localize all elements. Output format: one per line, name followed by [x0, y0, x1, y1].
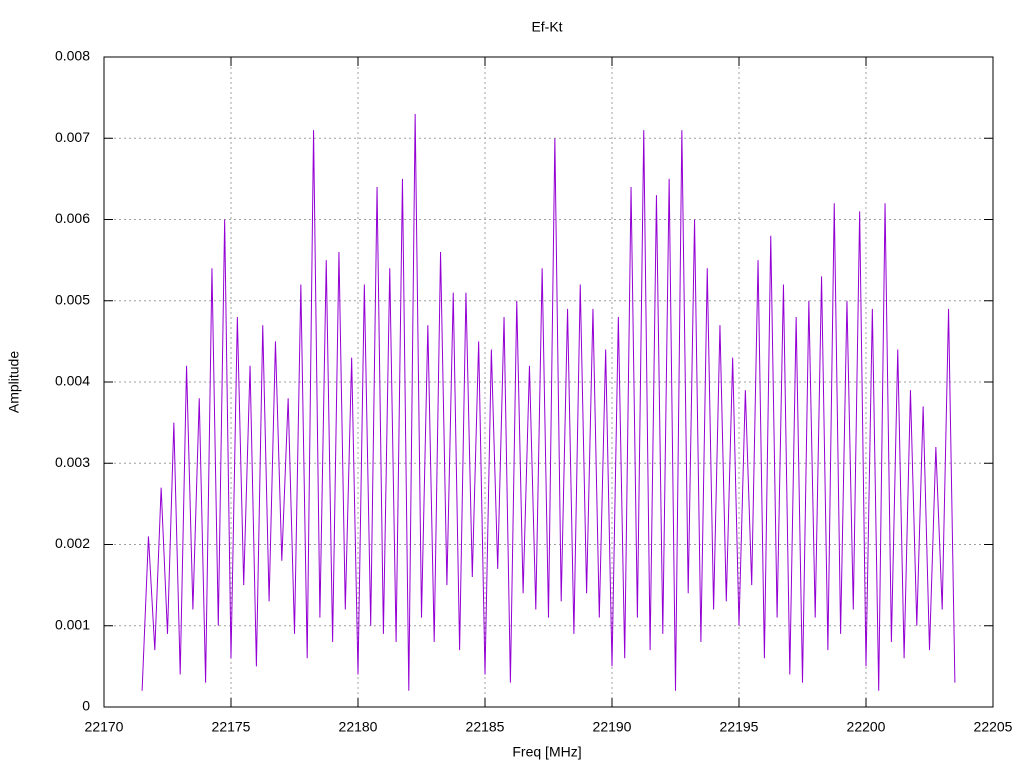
y-tick-label: 0.008: [55, 48, 90, 64]
y-tick-label: 0.004: [55, 373, 90, 389]
x-tick-label: 22180: [339, 719, 378, 735]
y-tick-label: 0.003: [55, 454, 90, 470]
x-axis-label: Freq [MHz]: [512, 744, 581, 760]
y-tick-label: 0.007: [55, 129, 90, 145]
data-line: [141, 113, 956, 691]
x-tick-label: 22175: [212, 719, 251, 735]
x-tick-label: 22205: [974, 719, 1013, 735]
y-tick-label: 0.006: [55, 210, 90, 226]
y-tick-label: 0.001: [55, 616, 90, 632]
x-tick-label: 22185: [466, 719, 505, 735]
x-tick-label: 22170: [85, 719, 124, 735]
y-tick-label: 0: [82, 698, 90, 714]
x-tick-label: 22190: [593, 719, 632, 735]
y-tick-label: 0.005: [55, 291, 90, 307]
x-tick-label: 22195: [720, 719, 759, 735]
chart-title: Ef-Kt: [531, 19, 562, 35]
y-axis-label: Amplitude: [6, 351, 22, 413]
plot-border: [103, 56, 994, 708]
x-tick-label: 22200: [847, 719, 886, 735]
y-tick-label: 0.002: [55, 535, 90, 551]
